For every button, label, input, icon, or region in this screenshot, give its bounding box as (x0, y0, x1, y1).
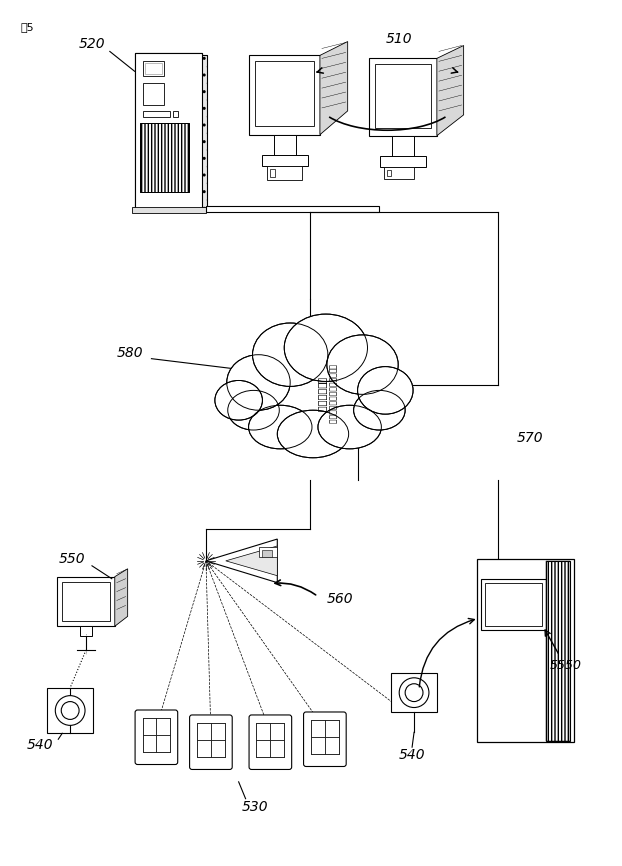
Bar (392, 136, 414, 158)
Bar (476, 559, 573, 742)
Bar (206, 206, 379, 212)
Text: 550: 550 (59, 552, 85, 565)
Circle shape (61, 701, 79, 720)
Text: 5550: 5550 (550, 659, 582, 672)
Ellipse shape (358, 366, 413, 414)
Ellipse shape (215, 380, 262, 420)
Bar (325, 721, 339, 737)
Text: 530: 530 (242, 799, 269, 814)
Ellipse shape (354, 391, 405, 430)
Text: 540: 540 (27, 738, 53, 753)
Bar (369, 58, 437, 136)
Bar (274, 135, 296, 157)
Text: 570: 570 (517, 431, 544, 445)
Bar (485, 583, 542, 626)
Bar (256, 723, 271, 740)
Ellipse shape (277, 410, 349, 458)
Bar (311, 721, 325, 737)
Bar (139, 123, 189, 192)
Bar (391, 673, 437, 713)
Bar (144, 63, 162, 74)
Bar (311, 737, 325, 754)
Text: 540: 540 (399, 748, 425, 762)
FancyBboxPatch shape (304, 712, 346, 766)
Ellipse shape (253, 323, 328, 386)
Bar (193, 55, 207, 208)
Bar (384, 167, 414, 179)
Bar (271, 723, 284, 740)
Bar (197, 740, 211, 757)
Ellipse shape (284, 314, 368, 381)
Text: 560: 560 (327, 591, 353, 605)
Bar (142, 735, 156, 753)
Bar (134, 54, 202, 210)
Ellipse shape (228, 391, 279, 430)
Bar (271, 740, 284, 757)
Bar (132, 207, 206, 213)
Text: 図5: 図5 (21, 22, 34, 32)
Polygon shape (115, 569, 128, 626)
Bar (211, 723, 225, 740)
Polygon shape (206, 539, 277, 583)
Bar (174, 111, 178, 117)
Ellipse shape (318, 405, 381, 449)
Bar (80, 626, 92, 637)
Bar (139, 123, 189, 192)
Bar (267, 166, 302, 180)
FancyBboxPatch shape (249, 715, 292, 770)
Ellipse shape (249, 405, 312, 449)
Bar (142, 719, 156, 735)
Polygon shape (320, 42, 348, 135)
Bar (197, 723, 225, 757)
Bar (142, 83, 164, 105)
Bar (62, 582, 110, 621)
Bar (142, 61, 164, 76)
Bar (156, 719, 170, 735)
Ellipse shape (227, 355, 290, 410)
Bar (388, 171, 391, 177)
Polygon shape (226, 546, 277, 576)
Bar (254, 61, 314, 126)
Bar (325, 737, 339, 754)
Polygon shape (437, 46, 463, 136)
Text: 520: 520 (78, 36, 105, 50)
Text: （例えば、インターネット）: （例えば、インターネット） (327, 365, 337, 424)
Bar (57, 577, 115, 626)
FancyBboxPatch shape (135, 710, 178, 765)
Bar (311, 721, 339, 754)
Text: 580: 580 (116, 346, 143, 359)
Bar (381, 156, 426, 167)
Bar (271, 170, 276, 178)
Bar (249, 55, 320, 135)
Bar (256, 740, 271, 757)
Bar (211, 740, 225, 757)
Circle shape (399, 678, 429, 708)
Bar (376, 64, 431, 128)
Bar (546, 561, 570, 741)
Bar (546, 561, 570, 741)
Bar (259, 547, 277, 557)
Text: ネットワーク: ネットワーク (317, 377, 327, 412)
Circle shape (55, 695, 85, 726)
Circle shape (405, 684, 423, 701)
Bar (262, 550, 272, 557)
Bar (197, 723, 211, 740)
Bar (262, 154, 308, 166)
Bar (256, 723, 284, 757)
FancyBboxPatch shape (190, 715, 232, 770)
Bar (481, 578, 546, 630)
Bar (47, 688, 93, 734)
Bar (142, 719, 170, 753)
Bar (134, 54, 202, 210)
Text: 510: 510 (386, 31, 412, 46)
Bar (193, 55, 207, 208)
Bar (142, 111, 170, 117)
Ellipse shape (327, 335, 398, 394)
Bar (156, 735, 170, 753)
